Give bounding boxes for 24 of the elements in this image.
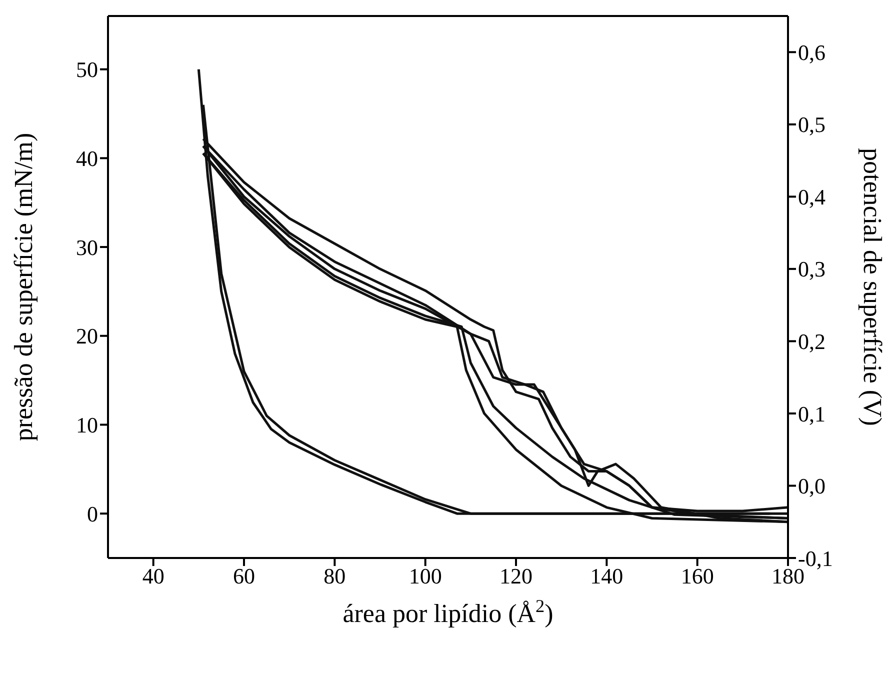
x-tick-label: 40: [142, 564, 164, 589]
x-tick-label: 80: [324, 564, 346, 589]
y2-axis-title: potencial de superfície (V): [858, 148, 887, 426]
y-tick-label: 50: [76, 57, 98, 82]
y2-tick-label: 0,2: [798, 329, 826, 354]
x-tick-label: 140: [590, 564, 624, 589]
y2-tick-label: 0,4: [798, 184, 826, 210]
y2-tick-label: 0,0: [798, 474, 826, 499]
y-tick-label: 20: [76, 324, 98, 349]
y2-tick-label: 0,6: [798, 40, 826, 65]
y2-tick-label: 0,1: [798, 401, 826, 426]
x-tick-label: 120: [500, 564, 532, 589]
x-tick-label: 100: [408, 564, 442, 589]
x-axis-title: área por lipídio (Å$^{2}$): [342, 596, 554, 628]
x-tick-label: 180: [772, 564, 804, 589]
y2-tick-label: 0,3: [798, 256, 826, 282]
x-tick-label: 160: [680, 564, 714, 589]
y-tick-label: 40: [76, 146, 98, 171]
y-tick-label: 0: [87, 501, 98, 526]
y-tick-label: 10: [76, 412, 98, 438]
y-tick-label: 30: [76, 234, 98, 260]
y-axis-title: pressão de superfície (mN/m): [9, 132, 38, 442]
x-tick-label: 60: [233, 564, 255, 589]
y2-tick-label: 0,5: [798, 112, 826, 138]
